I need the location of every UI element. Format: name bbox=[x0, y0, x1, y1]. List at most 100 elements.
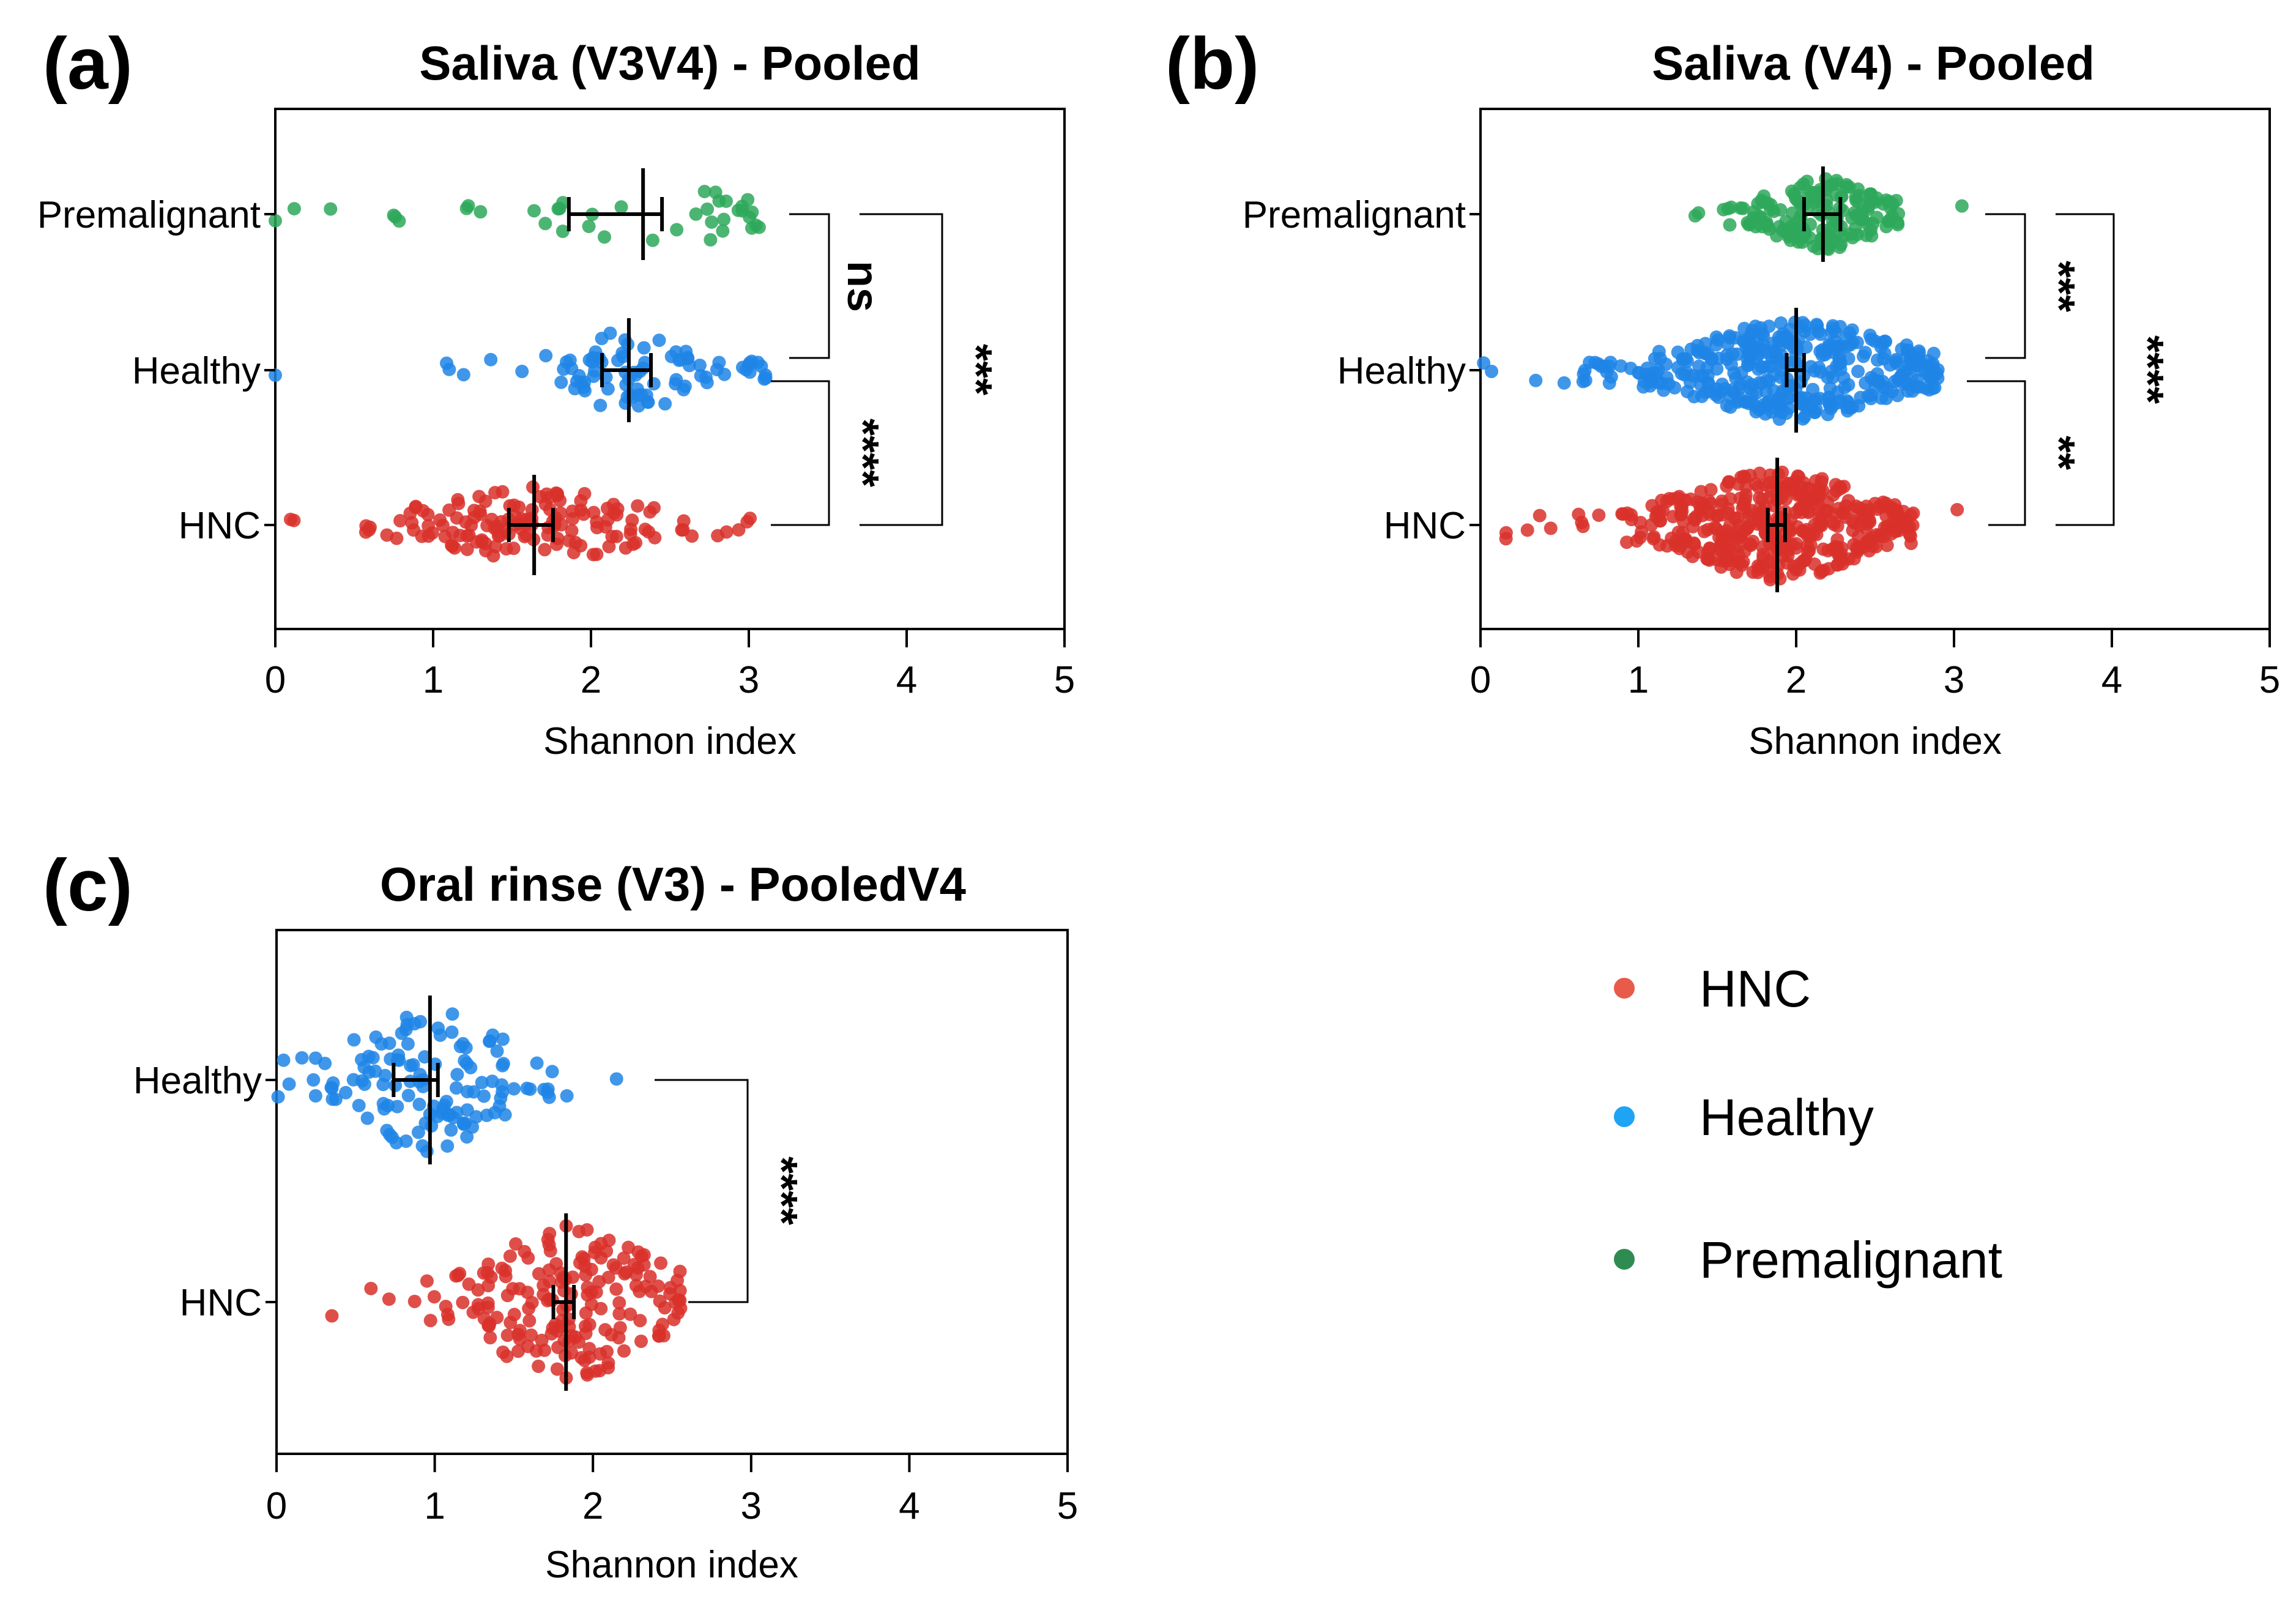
data-point bbox=[612, 1307, 626, 1321]
data-point bbox=[700, 202, 715, 216]
data-point bbox=[520, 1081, 534, 1095]
data-point bbox=[496, 1059, 510, 1073]
data-point bbox=[619, 541, 633, 555]
data-point bbox=[503, 499, 517, 513]
panel-c-x-axis-label: Shannon index bbox=[545, 1544, 798, 1586]
data-point bbox=[602, 540, 616, 554]
data-point bbox=[503, 1249, 517, 1264]
data-point bbox=[567, 546, 581, 560]
point-group-healthy bbox=[1477, 315, 1945, 426]
data-point bbox=[1653, 505, 1667, 519]
data-point bbox=[488, 1106, 502, 1120]
data-point bbox=[759, 368, 773, 382]
panel-a-x-axis: 0 1 2 3 4 5 bbox=[265, 629, 1075, 701]
significance-label: **** bbox=[2123, 335, 2172, 404]
point-group-premalignant bbox=[269, 184, 766, 247]
data-point bbox=[414, 1014, 428, 1029]
panel-a-letter: (a) bbox=[43, 23, 133, 105]
data-point bbox=[1499, 532, 1513, 546]
data-point bbox=[423, 1314, 437, 1328]
data-point bbox=[283, 512, 297, 526]
data-point bbox=[1865, 229, 1879, 243]
data-point bbox=[1892, 207, 1906, 221]
data-point bbox=[1604, 370, 1618, 384]
data-point bbox=[1701, 552, 1715, 566]
significance-label: **** bbox=[838, 419, 887, 487]
data-point bbox=[637, 341, 651, 355]
legend-label-premalignant: Premalignant bbox=[1700, 1231, 2002, 1289]
data-point bbox=[1698, 337, 1712, 351]
bracket-line bbox=[860, 213, 943, 526]
significance-bracket-1: *** bbox=[1985, 213, 2083, 359]
data-point bbox=[1544, 521, 1558, 535]
data-point bbox=[481, 1257, 496, 1271]
data-point bbox=[664, 349, 678, 363]
legend-item-healthy: Healthy bbox=[1614, 1089, 1874, 1146]
panel-b-error-bars bbox=[1766, 166, 1843, 592]
data-point bbox=[503, 1316, 518, 1330]
data-point bbox=[1732, 518, 1746, 532]
data-point bbox=[705, 215, 719, 229]
data-point bbox=[1557, 376, 1571, 390]
data-point bbox=[440, 1139, 455, 1153]
data-point bbox=[1862, 199, 1876, 214]
data-point bbox=[530, 1056, 544, 1070]
panel-c-significance: **** bbox=[655, 1079, 806, 1303]
data-point bbox=[404, 1059, 418, 1073]
data-point bbox=[1852, 399, 1866, 413]
data-point bbox=[1813, 488, 1827, 502]
data-point bbox=[287, 202, 301, 216]
panel-b: (b) Saliva (V4) - Pooled 0 1 2 3 4 5 Premalig… bbox=[1165, 23, 2280, 762]
data-point bbox=[490, 1044, 504, 1058]
data-point bbox=[507, 1082, 521, 1096]
data-point bbox=[438, 529, 452, 543]
data-point bbox=[1830, 541, 1845, 555]
data-point bbox=[1818, 348, 1832, 362]
data-point bbox=[445, 1025, 459, 1039]
data-point bbox=[601, 513, 615, 527]
data-point bbox=[634, 1335, 648, 1349]
data-point bbox=[1707, 520, 1722, 534]
data-point bbox=[492, 529, 507, 543]
x-tick-label: 3 bbox=[741, 1485, 762, 1527]
data-point bbox=[1796, 397, 1810, 411]
error-bar-premalignant bbox=[567, 168, 664, 260]
data-point bbox=[1826, 321, 1840, 335]
data-point bbox=[574, 494, 588, 508]
data-point bbox=[1720, 398, 1734, 412]
data-point bbox=[1822, 391, 1836, 405]
data-point bbox=[1685, 549, 1700, 564]
data-point bbox=[496, 1032, 510, 1046]
data-point bbox=[1736, 201, 1750, 215]
data-point bbox=[1749, 405, 1763, 419]
data-point bbox=[551, 1341, 565, 1355]
data-point bbox=[593, 398, 607, 412]
data-point bbox=[1850, 545, 1864, 559]
data-point bbox=[633, 1284, 647, 1298]
data-point bbox=[609, 1072, 623, 1086]
data-point bbox=[614, 200, 628, 214]
data-point bbox=[551, 202, 565, 216]
panel-c-plot-frame bbox=[275, 929, 1069, 1455]
data-point bbox=[568, 535, 582, 549]
legend: HNC Healthy Premalignant bbox=[1614, 960, 2002, 1289]
data-point bbox=[1890, 357, 1904, 371]
data-point bbox=[634, 388, 648, 402]
data-point bbox=[1741, 346, 1755, 360]
panel-c-error-bars bbox=[392, 996, 576, 1391]
data-point bbox=[588, 1246, 602, 1260]
data-point bbox=[1698, 385, 1712, 400]
data-point bbox=[451, 496, 466, 510]
data-point bbox=[388, 210, 403, 224]
data-point bbox=[631, 499, 645, 513]
x-tick-label: 4 bbox=[899, 1485, 920, 1527]
data-point bbox=[1885, 384, 1899, 398]
data-point bbox=[1950, 503, 1964, 517]
data-point bbox=[582, 219, 596, 233]
data-point bbox=[704, 233, 718, 247]
data-point bbox=[460, 1103, 474, 1117]
bracket-line bbox=[789, 213, 830, 359]
data-point bbox=[1767, 204, 1781, 218]
data-point bbox=[1825, 177, 1839, 192]
data-point bbox=[494, 1091, 508, 1105]
